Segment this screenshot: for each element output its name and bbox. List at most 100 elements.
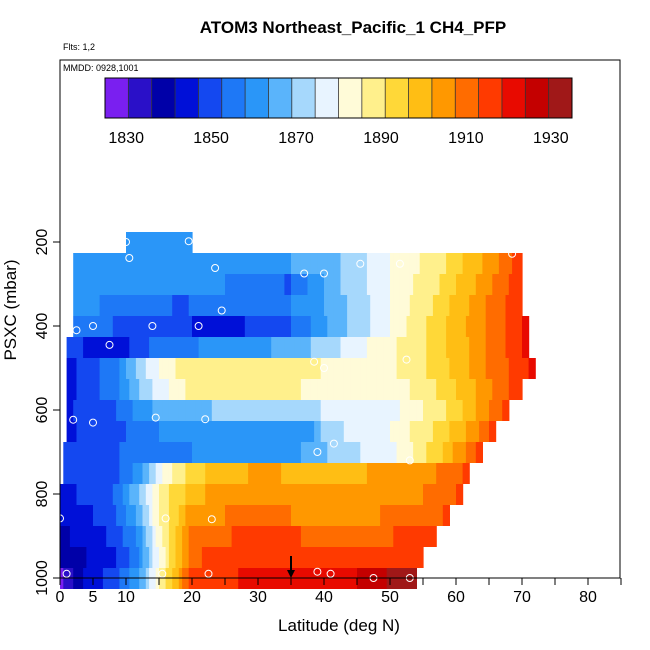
heatmap-cell [172, 463, 177, 484]
heatmap-cell [281, 358, 285, 379]
heatmap-cell [221, 400, 226, 421]
heatmap-cell [337, 295, 342, 316]
heatmap-cell [340, 442, 345, 463]
heatmap-cell [119, 274, 124, 295]
heatmap-cell [192, 442, 196, 463]
heatmap-cell [244, 442, 249, 463]
heatmap-cell [327, 274, 332, 295]
heatmap-cell [475, 253, 480, 274]
heatmap-cell [116, 400, 120, 421]
heatmap-cell [475, 337, 480, 358]
heatmap-cell [63, 526, 68, 547]
heatmap-cell [439, 337, 444, 358]
heatmap-cell [159, 358, 163, 379]
heatmap-cell [456, 484, 460, 505]
heatmap-cell [343, 547, 348, 568]
heatmap-cell [198, 526, 203, 547]
heatmap-cell [475, 421, 480, 442]
heatmap-cell [162, 379, 167, 400]
heatmap-cell [366, 463, 371, 484]
heatmap-cell [241, 526, 246, 547]
heatmap-cell [380, 442, 384, 463]
heatmap-cell [218, 505, 223, 526]
heatmap-cell [465, 253, 470, 274]
heatmap-cell [162, 358, 167, 379]
heatmap-cell [159, 463, 163, 484]
heatmap-cell [178, 274, 183, 295]
heatmap-cell [254, 295, 259, 316]
heatmap-cell [99, 526, 104, 547]
heatmap-cell [251, 316, 256, 337]
heatmap-cell [89, 316, 94, 337]
heatmap-cell [208, 253, 213, 274]
heatmap-cell [258, 442, 262, 463]
heatmap-cell [307, 400, 312, 421]
heatmap-cell [66, 442, 71, 463]
heatmap-cell [324, 253, 328, 274]
heatmap-cell [99, 337, 104, 358]
heatmap-cell [337, 526, 342, 547]
heatmap-cell [198, 358, 203, 379]
heatmap-cell [208, 358, 213, 379]
heatmap-cell [83, 253, 87, 274]
heatmap-cell [162, 547, 167, 568]
heatmap-cell [495, 400, 500, 421]
heatmap-cell [307, 526, 312, 547]
heatmap-cell [423, 463, 427, 484]
heatmap-cell [195, 295, 200, 316]
heatmap-cell [168, 295, 173, 316]
heatmap-cell [498, 274, 503, 295]
heatmap-cell [393, 400, 398, 421]
heatmap-cell [258, 379, 262, 400]
heatmap-cell [307, 358, 312, 379]
heatmap-cell [396, 484, 401, 505]
heatmap-cell [380, 484, 384, 505]
colorbar-tick-label: 1870 [278, 130, 314, 147]
heatmap-cell [413, 400, 417, 421]
sample-point [148, 322, 157, 330]
heatmap-cell [73, 337, 78, 358]
heatmap-cell [208, 484, 213, 505]
heatmap-cell [264, 547, 269, 568]
heatmap-cell [267, 295, 272, 316]
heatmap-cell [172, 484, 177, 505]
heatmap-cell [393, 358, 398, 379]
heatmap-cell [475, 400, 480, 421]
heatmap-cell [452, 442, 457, 463]
heatmap-cell [413, 295, 417, 316]
heatmap-cell [248, 526, 252, 547]
heatmap-cell [475, 442, 480, 463]
heatmap-cell [406, 442, 411, 463]
heatmap-cell [465, 400, 470, 421]
heatmap-cell [228, 295, 233, 316]
heatmap-cell [370, 274, 375, 295]
heatmap-cell [469, 274, 474, 295]
heatmap-cell [393, 253, 398, 274]
heatmap-cell [350, 484, 355, 505]
heatmap-cell [343, 484, 348, 505]
heatmap-cell [446, 400, 450, 421]
heatmap-cell [300, 337, 305, 358]
heatmap-cell [426, 421, 431, 442]
heatmap-cell [234, 379, 239, 400]
heatmap-cell [366, 421, 371, 442]
heatmap-cell [129, 232, 134, 253]
heatmap-cell [449, 442, 454, 463]
heatmap-cell [357, 463, 361, 484]
heatmap-cell [390, 379, 394, 400]
heatmap-cell [135, 526, 140, 547]
heatmap-cell [205, 526, 210, 547]
heatmap-cell [442, 505, 447, 526]
sample-point [313, 448, 322, 456]
heatmap-cell [129, 274, 134, 295]
heatmap-cell [73, 400, 78, 421]
heatmap-cell [291, 358, 295, 379]
heatmap-cell [126, 547, 130, 568]
heatmap-cell [99, 463, 104, 484]
heatmap-cell [168, 442, 173, 463]
heatmap-cell [76, 505, 81, 526]
heatmap-cell [102, 505, 107, 526]
heatmap-cell [393, 463, 398, 484]
heatmap-cell [310, 358, 315, 379]
heatmap-cell [297, 526, 302, 547]
